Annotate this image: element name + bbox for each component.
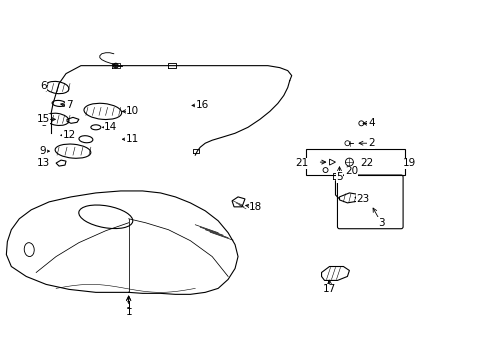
Text: 16: 16	[195, 100, 208, 111]
Text: 17: 17	[322, 284, 335, 294]
Text: 15: 15	[37, 114, 50, 124]
Text: 10: 10	[126, 107, 139, 116]
Text: 9: 9	[40, 146, 46, 156]
Text: 20: 20	[344, 166, 357, 176]
Text: 7: 7	[65, 100, 72, 111]
Text: 22: 22	[360, 158, 373, 168]
Text: 13: 13	[37, 158, 50, 168]
Text: 5: 5	[335, 172, 342, 182]
Text: 1: 1	[125, 301, 132, 311]
Text: 8: 8	[40, 118, 46, 128]
Text: 19: 19	[402, 158, 415, 168]
Text: 11: 11	[126, 134, 139, 144]
Text: 4: 4	[367, 118, 374, 128]
Text: 12: 12	[62, 130, 76, 140]
Text: 14: 14	[104, 122, 117, 132]
Text: 6: 6	[40, 81, 46, 90]
Text: 1: 1	[125, 307, 132, 317]
Text: 18: 18	[249, 202, 262, 212]
Bar	[305, 149, 404, 175]
Text: 21: 21	[294, 158, 307, 168]
Text: 23: 23	[356, 194, 369, 204]
Text: 2: 2	[367, 138, 374, 148]
Text: 3: 3	[377, 218, 384, 228]
